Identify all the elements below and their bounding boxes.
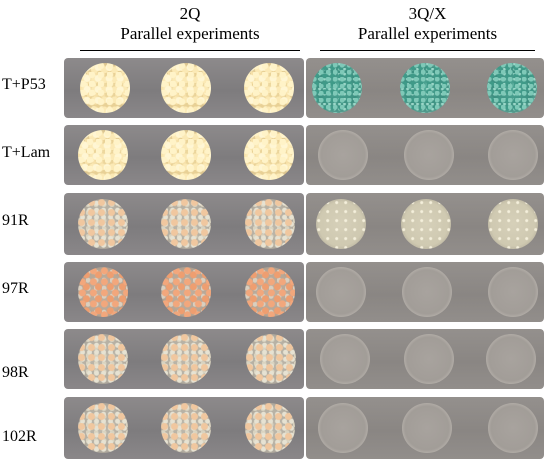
plate-2q-98r xyxy=(64,329,304,389)
colony-spot xyxy=(486,334,536,384)
colony-spot xyxy=(312,63,362,113)
colony-spot xyxy=(161,403,211,453)
plate-3qx-t-lam xyxy=(306,125,544,185)
colony-spot xyxy=(78,130,128,180)
plate-2q-102r xyxy=(64,397,304,459)
colony-spot xyxy=(161,199,211,249)
colony-spot xyxy=(487,63,537,113)
colony-spot xyxy=(245,403,295,453)
row-label-102r: 102R xyxy=(2,428,37,445)
colony-spot xyxy=(316,267,366,317)
colony-spot xyxy=(401,199,451,249)
colony-spot xyxy=(78,199,128,249)
colony-spot xyxy=(245,199,295,249)
colony-spot xyxy=(404,334,454,384)
plate-2q-97r xyxy=(64,262,304,322)
colony-spot xyxy=(402,267,452,317)
colony-spot xyxy=(161,63,211,113)
colony-spot xyxy=(78,334,128,384)
colony-spot xyxy=(244,130,294,180)
colony-spot xyxy=(80,63,130,113)
row-label-t-lam: T+Lam xyxy=(2,144,51,161)
header-2q: 2Q Parallel experiments xyxy=(80,4,300,44)
row-label-t-p53: T+P53 xyxy=(2,76,46,93)
header-3qx: 3Q/X Parallel experiments xyxy=(320,4,535,44)
plate-2q-t-lam xyxy=(64,125,304,185)
plate-3qx-t-p53 xyxy=(306,58,544,118)
colony-spot xyxy=(320,334,370,384)
colony-spot xyxy=(404,130,454,180)
colony-spot xyxy=(488,267,538,317)
colony-spot xyxy=(488,199,538,249)
colony-spot xyxy=(402,403,452,453)
colony-spot xyxy=(316,199,366,249)
header-3qx-rule xyxy=(320,50,535,51)
colony-spot xyxy=(161,130,211,180)
colony-spot xyxy=(78,267,128,317)
header-2q-title: 2Q xyxy=(179,4,201,23)
row-label-97r: 97R xyxy=(2,280,29,297)
plate-2q-t-p53 xyxy=(64,58,304,118)
row-label-91r: 91R xyxy=(2,212,29,229)
plate-3qx-98r xyxy=(306,329,544,389)
colony-spot xyxy=(161,334,211,384)
plate-2q-91r xyxy=(64,193,304,255)
header-3qx-subtitle: Parallel experiments xyxy=(357,24,498,43)
colony-spot xyxy=(488,130,538,180)
colony-spot xyxy=(245,267,295,317)
colony-spot xyxy=(78,403,128,453)
colony-spot xyxy=(400,63,450,113)
plate-3qx-102r xyxy=(306,397,544,459)
header-2q-subtitle: Parallel experiments xyxy=(120,24,260,43)
plate-3qx-97r xyxy=(306,262,544,322)
row-label-98r: 98R xyxy=(2,364,29,381)
colony-spot xyxy=(488,403,538,453)
colony-spot xyxy=(318,403,368,453)
colony-spot xyxy=(161,267,211,317)
colony-spot xyxy=(244,63,294,113)
colony-spot xyxy=(246,334,296,384)
plate-3qx-91r xyxy=(306,193,544,255)
header-2q-rule xyxy=(80,50,300,51)
colony-spot xyxy=(318,130,368,180)
header-3qx-title: 3Q/X xyxy=(408,4,447,23)
